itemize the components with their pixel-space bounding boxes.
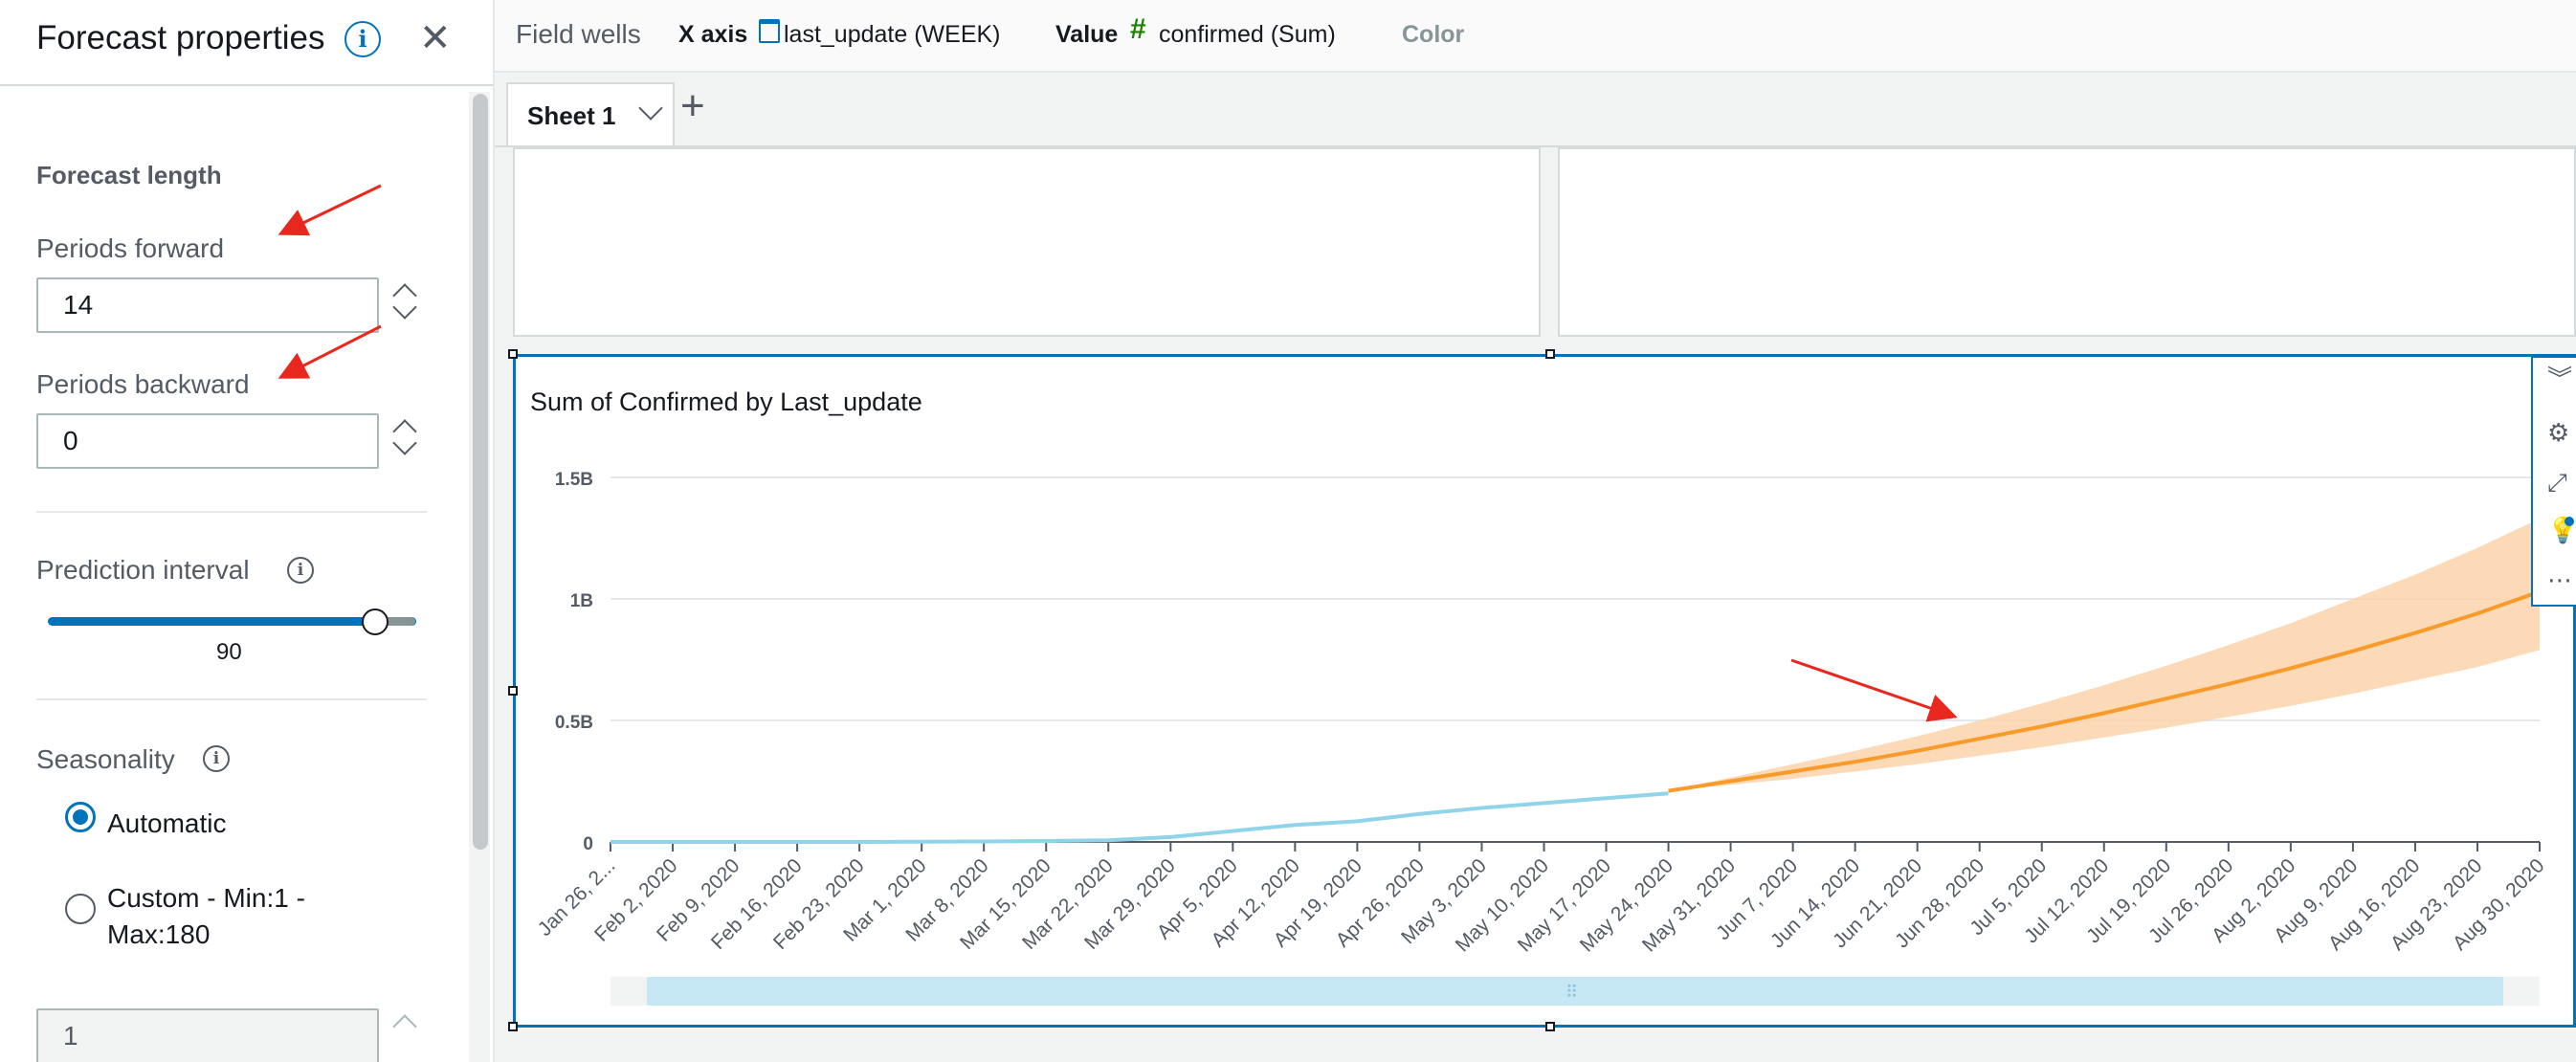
seasonality-custom-radio[interactable] (65, 894, 96, 924)
tab-sheet-1[interactable]: Sheet 1 (506, 82, 675, 145)
prediction-interval-slider-thumb[interactable] (362, 608, 389, 635)
prediction-interval-band (1668, 519, 2540, 791)
periods-backward-label: Periods backward (36, 369, 250, 399)
y-tick-label: 1.5B (555, 470, 593, 490)
add-sheet-icon[interactable]: + (680, 82, 705, 129)
forecast-properties-panel: Forecast properties i ✕ Forecast length … (0, 0, 495, 1062)
info-icon[interactable]: i (203, 745, 230, 772)
periods-forward-input[interactable] (36, 277, 379, 333)
notification-dot (2565, 517, 2574, 526)
chart-scroll-thumb[interactable] (647, 977, 2503, 1006)
resize-handle[interactable] (508, 686, 518, 696)
field-wells-bar: Field wells X axis last_update (WEEK) Va… (495, 0, 2576, 73)
x-axis-key: X axis (678, 21, 748, 48)
y-tick-label: 0.5B (555, 713, 593, 733)
forecast-length-title: Forecast length (36, 161, 222, 189)
more-icon[interactable]: ⋯ (2547, 565, 2572, 594)
hash-icon: # (1130, 13, 1146, 45)
empty-visual[interactable] (513, 147, 1541, 337)
forecast-series-line (1668, 589, 2541, 793)
seasonality-automatic-label[interactable]: Automatic (107, 808, 227, 838)
visual-title[interactable]: Sum of Confirmed by Last_update (530, 387, 922, 416)
value-key: Value (1055, 21, 1119, 48)
resize-handle[interactable] (1545, 349, 1555, 359)
field-wells-title[interactable]: Field wells (516, 19, 641, 49)
panel-title: Forecast properties (36, 19, 325, 56)
collapse-icon[interactable]: ︾ (2547, 365, 2573, 393)
close-icon[interactable]: ✕ (419, 17, 452, 59)
prediction-interval-slider-rest[interactable] (375, 617, 415, 626)
color-well[interactable]: Color (1402, 21, 1465, 48)
resize-handle[interactable] (1545, 1022, 1555, 1031)
sheet-tab-bar: Sheet 1 + (495, 73, 2576, 147)
y-tick-label: 1B (570, 591, 593, 611)
periods-forward-label: Periods forward (36, 233, 225, 263)
calendar-icon (759, 19, 780, 43)
seasonality-custom-label[interactable]: Custom - Min:1 - Max:180 (107, 880, 305, 953)
gear-icon[interactable]: ⚙ (2547, 418, 2570, 447)
divider (36, 511, 427, 513)
prediction-interval-label: Prediction interval (36, 555, 250, 585)
empty-visual[interactable] (1558, 147, 2576, 337)
info-icon[interactable]: i (344, 21, 381, 57)
grip-icon[interactable]: ⠿ (1566, 983, 1579, 1002)
actual-series-line (611, 791, 1669, 844)
divider (36, 698, 427, 700)
panel-header: Forecast properties i ✕ (0, 0, 493, 86)
prediction-interval-value: 90 (216, 639, 242, 665)
y-tick-label: 0 (583, 834, 593, 854)
info-icon[interactable]: i (287, 557, 314, 584)
resize-handle[interactable] (508, 1022, 518, 1031)
visual-side-toolbar (2531, 356, 2576, 607)
seasonality-custom-label-line2: Max:180 (107, 919, 211, 949)
sheet-tab-label: Sheet 1 (527, 101, 616, 130)
x-axis-field[interactable]: last_update (WEEK) (784, 21, 1001, 48)
periods-backward-input[interactable] (36, 413, 379, 469)
seasonality-automatic-radio[interactable] (65, 802, 96, 832)
seasonality-custom-label-line1: Custom - Min:1 - (107, 883, 305, 913)
expand-icon[interactable]: ⤢ (2547, 468, 2567, 497)
seasonality-custom-input (36, 1008, 379, 1062)
seasonality-label: Seasonality (36, 744, 175, 774)
resize-handle[interactable] (508, 349, 518, 359)
value-field[interactable]: confirmed (Sum) (1159, 21, 1336, 48)
prediction-interval-slider-track[interactable] (48, 617, 416, 626)
panel-scrollbar-thumb[interactable] (473, 94, 488, 850)
